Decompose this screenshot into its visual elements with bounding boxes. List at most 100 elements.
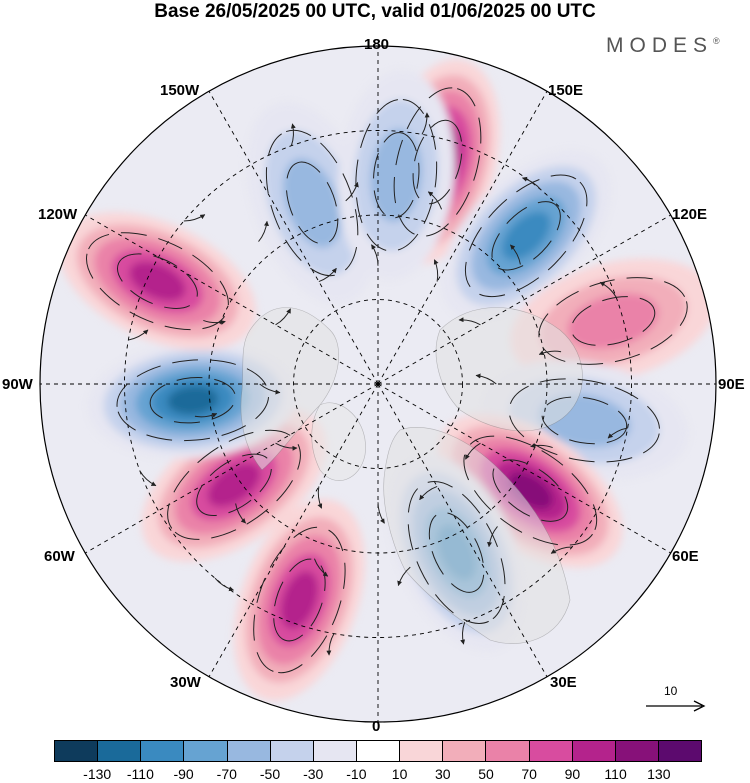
anomaly-contour [207,462,261,507]
colorbar-swatch [313,741,357,761]
latitude-circle [124,130,632,638]
wind-arrow [421,112,430,135]
brand-logo: MODES® [606,34,720,57]
anomaly-contour [370,128,423,222]
colorbar-tick-label: -90 [173,766,194,782]
lon-label-90e: 90E [718,376,745,393]
streamline [407,481,506,624]
wind-arrow [458,317,481,326]
streamline [491,201,561,271]
wind-arrow [465,442,481,460]
anomaly-contour [129,261,186,301]
streamline [273,558,326,642]
lon-label-150w: 150W [160,82,200,99]
lon-label-0: 0 [372,718,381,735]
streamline [393,87,482,237]
streamline [492,459,569,522]
colorbar-tick-label: -130 [83,766,112,782]
wind-arrow [290,123,296,146]
colorbar [54,740,702,762]
colorbar-tick-label: 130 [647,766,671,782]
wind-arrow [397,566,411,587]
streamline [117,253,198,309]
meridian-line [377,91,548,385]
lon-label-120w: 120W [38,206,78,223]
colorbar-swatch [55,741,99,761]
wind-arrow [521,176,542,191]
colorbar-tick-label: -70 [216,766,237,782]
wind-arrow [203,319,226,325]
wind-arrow [345,181,359,202]
land-north-america [240,307,340,471]
polar-map [39,45,717,723]
colorbar-tick-label: 70 [521,766,537,782]
lon-label-180: 180 [364,36,390,53]
meridian-line [208,383,379,677]
colorbar-swatch [443,741,487,761]
anomaly-contour [280,571,319,629]
wind-arrow [550,546,573,554]
colorbar-tick-label: 50 [478,766,494,782]
streamline [253,526,346,674]
streamline [570,296,656,346]
wind-arrow [128,329,149,341]
colorbar-tick-label: -10 [346,766,367,782]
streamline [86,232,229,331]
anomaly-contour [167,386,219,415]
wind-arrow [326,633,335,656]
colorbar-tick-label: 10 [391,766,408,782]
reference-vector-arrow [646,700,706,712]
lon-label-90w: 90W [2,376,33,393]
lon-label-60w: 60W [44,548,75,565]
wind-arrow [460,622,466,645]
anomaly-contour [567,293,659,349]
colorbar-swatch [270,741,314,761]
land-greenland [311,402,366,481]
colorbar-swatch [658,741,702,761]
wind-arrow [275,308,291,326]
wind-arrow [318,267,337,283]
wind-arrow [235,503,246,524]
wind-arrow [183,214,206,222]
colorbar-tick-label: -110 [126,766,154,782]
latitude-circle [293,299,463,469]
lon-label-30w: 30W [170,674,201,691]
wind-arrow [530,443,553,449]
streamline [373,132,420,219]
wind-arrow [275,442,298,451]
streamline [464,174,588,298]
wind-arrow [433,259,439,282]
wind-arrow [313,558,329,577]
colorbar-tick-label: -30 [303,766,324,782]
wind-arrow [214,577,235,592]
meridian-line [377,383,548,677]
wind-arrow [258,220,269,242]
wind-arrow [419,485,438,501]
colorbar-tick-label: 110 [604,766,627,782]
colorbar-tick-label: 90 [564,766,581,782]
streamline [463,435,598,546]
anomaly-contour [507,472,553,510]
streamline [149,376,236,424]
meridian-line [377,214,671,385]
anomaly-contour [283,158,342,248]
wind-arrow [259,383,281,395]
colorbar-swatch [572,741,616,761]
colorbar-swatch [98,741,142,761]
wind-arrow [371,244,379,266]
lon-label-60e: 60E [672,548,699,565]
colorbar-swatch [486,741,530,761]
colorbar-swatch [356,741,401,761]
colorbar-swatch [615,741,659,761]
colorbar-swatch [529,741,573,761]
colorbar-swatch [400,741,444,761]
lon-label-30e: 30E [550,674,577,691]
lon-label-150e: 150E [548,82,584,99]
reference-vector-label: 10 [664,684,678,698]
streamline [285,161,339,245]
colorbar-tick-label: 30 [435,766,451,782]
meridian-line [85,214,379,385]
colorbar-tick-label: -50 [259,766,281,782]
colorbar-swatch [184,741,228,761]
map-title: Base 26/05/2025 00 UTC, valid 01/06/2025… [154,1,596,22]
